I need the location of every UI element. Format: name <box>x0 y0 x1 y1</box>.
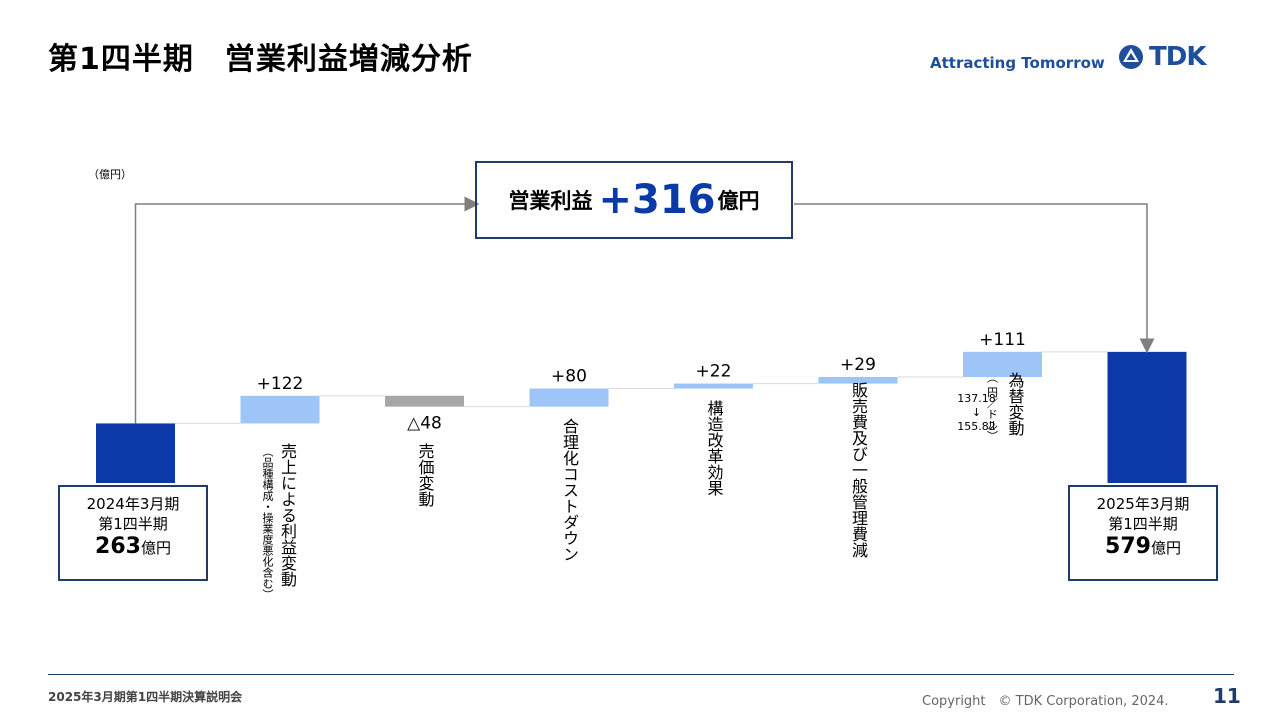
page-number: 11 <box>1213 684 1241 708</box>
fx-rate-arrow: ↓ <box>971 406 982 419</box>
bar-start <box>96 423 175 483</box>
bar-end <box>1107 351 1187 483</box>
data-label-6: +111 <box>979 330 1026 350</box>
tdk-emblem-icon <box>1119 45 1143 69</box>
arrow-total-to-end <box>794 203 1155 354</box>
footer-divider <box>48 674 1234 675</box>
end-value: 579 <box>1105 534 1151 559</box>
footer-event: 2025年3月期第1四半期決算説明会 <box>48 690 243 704</box>
unit-label: （億円） <box>88 168 132 181</box>
data-label-3: +80 <box>551 367 587 387</box>
total-change-suffix: 億円 <box>717 189 760 213</box>
category-label-6: 為替変動 <box>1005 372 1025 436</box>
tagline: Attracting Tomorrow <box>930 54 1105 72</box>
end-quarter: 第1四半期 <box>1108 515 1178 533</box>
logo-text: TDK <box>1149 42 1206 72</box>
tdk-logo: TDK <box>1117 42 1206 72</box>
end-value-box: 2025年3月期 第1四半期 579億円 <box>1068 485 1218 581</box>
bar-step-3 <box>529 388 609 407</box>
bar-step-1 <box>240 395 320 424</box>
total-change-prefix: 営業利益 <box>508 189 593 213</box>
bar-step-5 <box>818 376 898 384</box>
category-label-4: 構造改革効果 <box>704 400 724 496</box>
data-label-2: △48 <box>407 414 442 434</box>
start-period: 2024年3月期 <box>86 495 180 513</box>
bar-step-2 <box>385 395 464 407</box>
fx-rate-change: 137.18 ↓ 155.82 <box>957 392 997 434</box>
category-label-2: 売価変動 <box>415 443 435 507</box>
arrow-start-to-total <box>134 196 480 424</box>
data-label-4: +22 <box>696 362 732 382</box>
start-value-box: 2024年3月期 第1四半期 263億円 <box>58 485 208 581</box>
category-label-3: 合理化コストダウン <box>560 418 579 562</box>
data-label-5: +29 <box>840 355 876 375</box>
fx-rate-from: 137.18 <box>957 392 996 405</box>
start-quarter: 第1四半期 <box>98 515 168 533</box>
end-unit: 億円 <box>1150 539 1181 557</box>
bar-step-4 <box>674 383 753 389</box>
start-value: 263 <box>95 534 141 559</box>
end-period: 2025年3月期 <box>1096 495 1190 513</box>
footer-copyright: Copyright © TDK Corporation, 2024. <box>922 694 1169 709</box>
page-title: 第1四半期 営業利益増減分析 <box>48 42 473 77</box>
total-change-value: +316 <box>598 177 716 223</box>
category-label-5: 販売費及び一般管理費減 <box>849 382 868 558</box>
fx-rate-to: 155.82 <box>957 420 996 433</box>
category-note-6: （ 円／ドル） <box>985 372 999 442</box>
category-label-1: 売上による利益変動 <box>278 443 297 587</box>
data-label-1: +122 <box>257 374 304 394</box>
total-change-box: 営業利益 +316 億円 <box>475 161 793 239</box>
start-unit: 億円 <box>140 539 171 557</box>
category-note-1: （品種構成・操業度悪化含む） <box>261 446 274 600</box>
bar-step-6 <box>963 351 1042 377</box>
